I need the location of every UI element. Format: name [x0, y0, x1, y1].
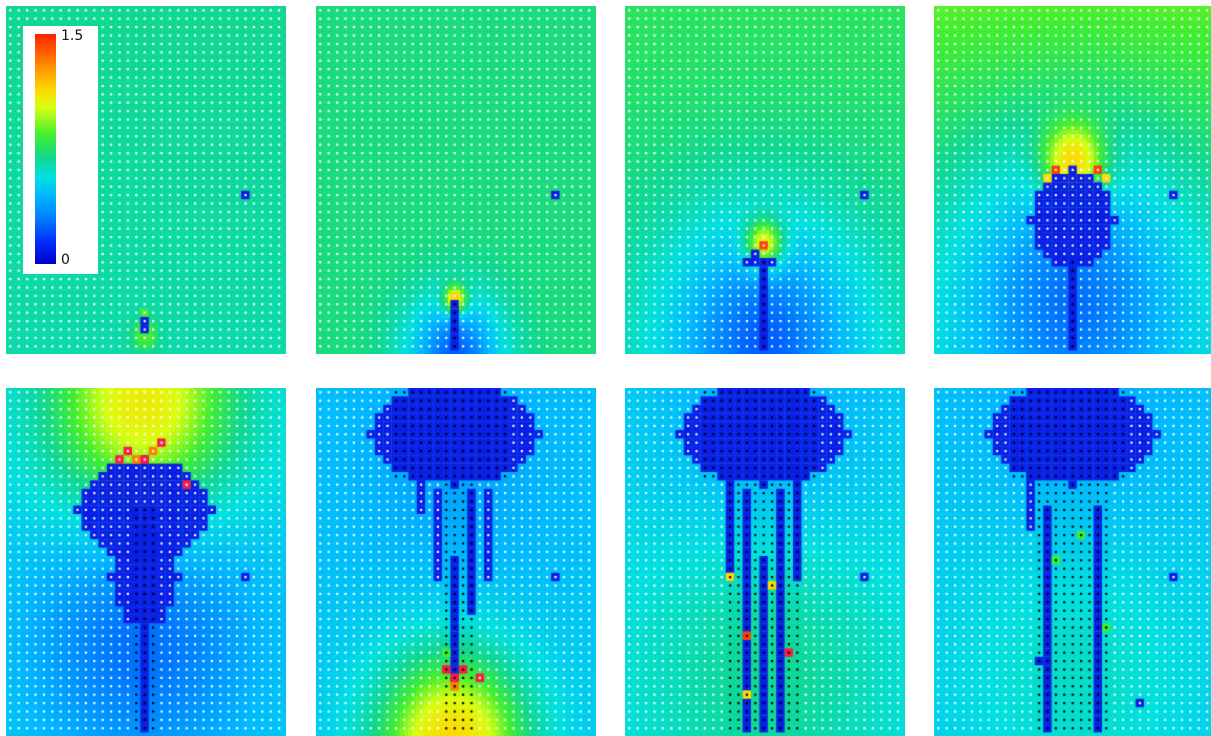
- field-map-5: [6, 388, 286, 736]
- simulation-panel-2: [316, 6, 596, 354]
- simulation-panel-5: [6, 388, 286, 736]
- field-map-2: [316, 6, 596, 354]
- colorbar-legend: 1.5 0: [23, 26, 98, 274]
- simulation-panel-3: [625, 6, 905, 354]
- colorbar-gradient: [35, 34, 56, 264]
- field-map-8: [934, 388, 1211, 736]
- field-map-7: [625, 388, 905, 736]
- field-map-3: [625, 6, 905, 354]
- field-map-4: [934, 6, 1211, 354]
- colorbar-max-label: 1.5: [61, 28, 84, 44]
- simulation-panel-4: [934, 6, 1211, 354]
- simulation-panel-8: [934, 388, 1211, 736]
- simulation-panel-7: [625, 388, 905, 736]
- field-map-6: [316, 388, 596, 736]
- simulation-panel-1: 1.5 0: [6, 6, 286, 354]
- colorbar-min-label: 0: [61, 252, 70, 268]
- simulation-panel-6: [316, 388, 596, 736]
